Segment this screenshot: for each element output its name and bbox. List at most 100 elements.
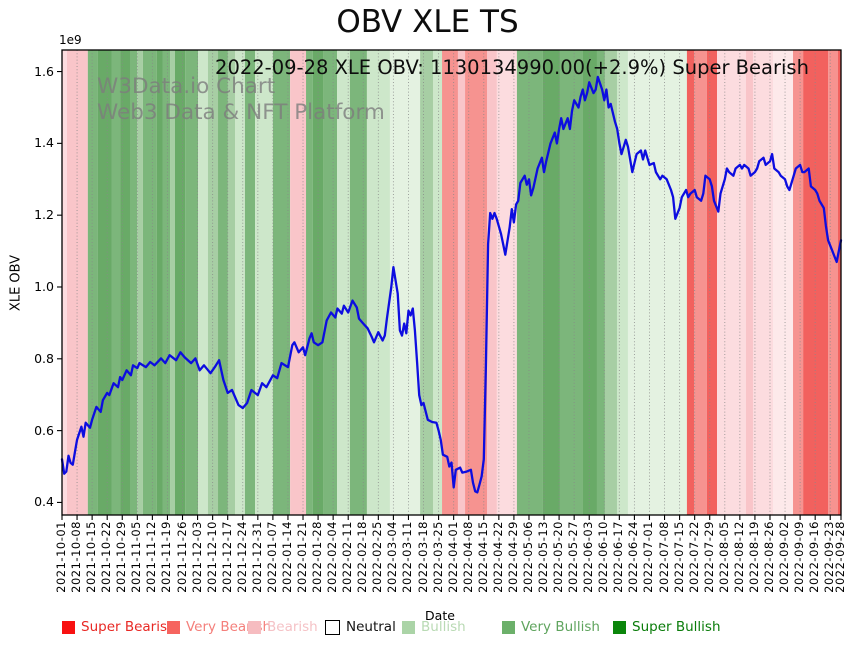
sentiment-band-bullish	[255, 50, 273, 515]
sentiment-band-bullish	[616, 50, 628, 515]
sentiment-band-very_bullish	[185, 50, 199, 515]
sentiment-band-super_bearish	[686, 50, 695, 515]
x-tick-label: 2022-04-08	[460, 521, 475, 593]
sentiment-band-bullish	[198, 50, 208, 515]
x-tick-label: 2022-07-22	[686, 521, 701, 593]
sentiment-band-bearish	[457, 50, 466, 515]
sentiment-band-very_bearish	[442, 50, 458, 515]
sentiment-band-very_bullish_dark	[582, 50, 597, 515]
sentiment-band-bullish_mid	[420, 50, 433, 515]
x-tick-label: 2022-07-29	[701, 521, 716, 593]
x-tick-label: 2021-11-12	[144, 521, 159, 593]
x-tick-label: 2022-06-24	[626, 521, 641, 593]
x-tick-label: 2021-10-01	[54, 521, 68, 593]
x-tick-label: 2021-12-17	[219, 521, 234, 593]
sentiment-band-bullish_mid	[604, 50, 617, 515]
sentiment-band-very_bullish	[323, 50, 338, 515]
sentiment-band-bearish_light	[717, 50, 746, 515]
x-tick-label: 2021-10-08	[69, 521, 84, 593]
sentiment-band-very_bullish_dark	[312, 50, 324, 515]
sentiment-band-very_bullish_dark	[120, 50, 131, 515]
sentiment-band-bullish_mid	[170, 50, 175, 515]
x-tick-label: 2022-01-07	[264, 521, 279, 593]
sentiment-band-very_bullish	[306, 50, 313, 515]
sentiment-band-bullish_pale	[389, 50, 421, 515]
x-tick-label: 2022-09-16	[807, 521, 822, 593]
sentiment-band-bullish_mid	[137, 50, 143, 515]
x-tick-label: 2022-03-04	[385, 521, 400, 593]
chart-title: OBV XLE TS	[336, 4, 519, 40]
sentiment-band-very_bullish_dark	[156, 50, 163, 515]
x-tick-label: 2022-05-06	[520, 521, 535, 593]
y-tick-label: 0.4	[34, 494, 54, 510]
chart-subtitle: 2022-09-28 XLE OBV: 1130134990.00(+2.9%)…	[215, 56, 809, 79]
sentiment-band-very_bullish	[162, 50, 171, 515]
x-tick-label: 2021-10-15	[84, 521, 99, 593]
sentiment-band-bearish_light	[62, 50, 67, 515]
y-axis-offset-label: 1e9	[59, 33, 82, 47]
sentiment-band-very_bullish	[559, 50, 583, 515]
x-tick-label: 2022-03-25	[430, 521, 445, 593]
x-tick-label: 2021-11-19	[159, 521, 174, 593]
x-tick-label: 2022-02-18	[355, 521, 370, 593]
obv-line	[60, 75, 843, 494]
sentiment-band-bullish_mid	[227, 50, 236, 515]
sentiment-band-bullish_mid	[207, 50, 219, 515]
x-tick-label: 2022-07-01	[641, 521, 656, 593]
sentiment-band-bearish	[66, 50, 88, 515]
x-tick-label: 2022-04-15	[475, 521, 490, 593]
sentiment-band-bearish	[290, 50, 307, 515]
sentiment-band-very_bearish	[828, 50, 838, 515]
x-tick-label: 2022-04-01	[445, 521, 460, 593]
x-tick-label: 2022-02-11	[340, 521, 355, 593]
x-tick-label: 2022-08-12	[731, 521, 746, 593]
plot-border	[61, 49, 842, 516]
x-tick-label: 2022-06-03	[581, 521, 596, 593]
x-tick-label: 2022-01-14	[279, 521, 294, 593]
sentiment-band-bullish	[366, 50, 390, 515]
x-tick-label: 2022-08-19	[746, 521, 761, 593]
sentiment-band-very_bullish	[111, 50, 121, 515]
sentiment-band-bullish	[235, 50, 245, 515]
x-tick-label: 2022-07-15	[671, 521, 686, 593]
x-tick-label: 2022-08-05	[716, 521, 731, 593]
sentiment-band-bearish_light	[752, 50, 773, 515]
x-tick-label: 2022-09-02	[777, 521, 792, 593]
y-tick-label: 1.2	[34, 207, 54, 223]
x-tick-label: 2022-05-13	[536, 521, 551, 593]
y-tick-label: 1.4	[34, 135, 54, 151]
x-tick-label: 2021-12-24	[234, 521, 249, 593]
sentiment-band-very_bearish	[465, 50, 488, 515]
x-tick-label: 2022-09-28	[833, 521, 847, 593]
y-tick-label: 0.6	[34, 422, 54, 438]
sentiment-band-bearish_light	[496, 50, 517, 515]
x-tick-label: 2022-06-10	[596, 521, 611, 593]
x-tick-label: 2022-01-28	[310, 521, 325, 593]
sentiment-band-very_bullish	[130, 50, 138, 515]
sentiment-band-bearish	[487, 50, 497, 515]
x-tick-label: 2021-11-26	[174, 521, 189, 593]
sentiment-band-bearish	[745, 50, 753, 515]
y-tick-label: 1.6	[34, 63, 54, 79]
x-tick-label: 2021-12-03	[189, 521, 204, 593]
sentiment-band-very_bullish_dark	[174, 50, 186, 515]
sentiment-band-very_bullish	[596, 50, 605, 515]
x-tick-label: 2022-03-18	[415, 521, 430, 593]
sentiment-band-super_bearish	[837, 50, 841, 515]
sentiment-band-super_bearish	[803, 50, 829, 515]
sentiment-band-very_bullish_dark	[97, 50, 112, 515]
x-axis-label: Date	[425, 608, 455, 623]
sentiment-band-bearish_pale	[772, 50, 794, 515]
sentiment-band-very_bullish	[142, 50, 157, 515]
x-tick-label: 2021-11-05	[129, 521, 144, 593]
x-tick-label: 2022-07-08	[656, 521, 671, 593]
sentiment-band-very_bullish	[218, 50, 228, 515]
x-tick-label: 2022-05-20	[551, 521, 566, 593]
sentiment-band-very_bearish	[793, 50, 804, 515]
sentiment-band-very_bullish	[87, 50, 98, 515]
x-tick-label: 2022-04-29	[505, 521, 520, 593]
x-tick-label: 2022-01-21	[295, 521, 310, 593]
sentiment-band-very_bullish	[516, 50, 543, 515]
